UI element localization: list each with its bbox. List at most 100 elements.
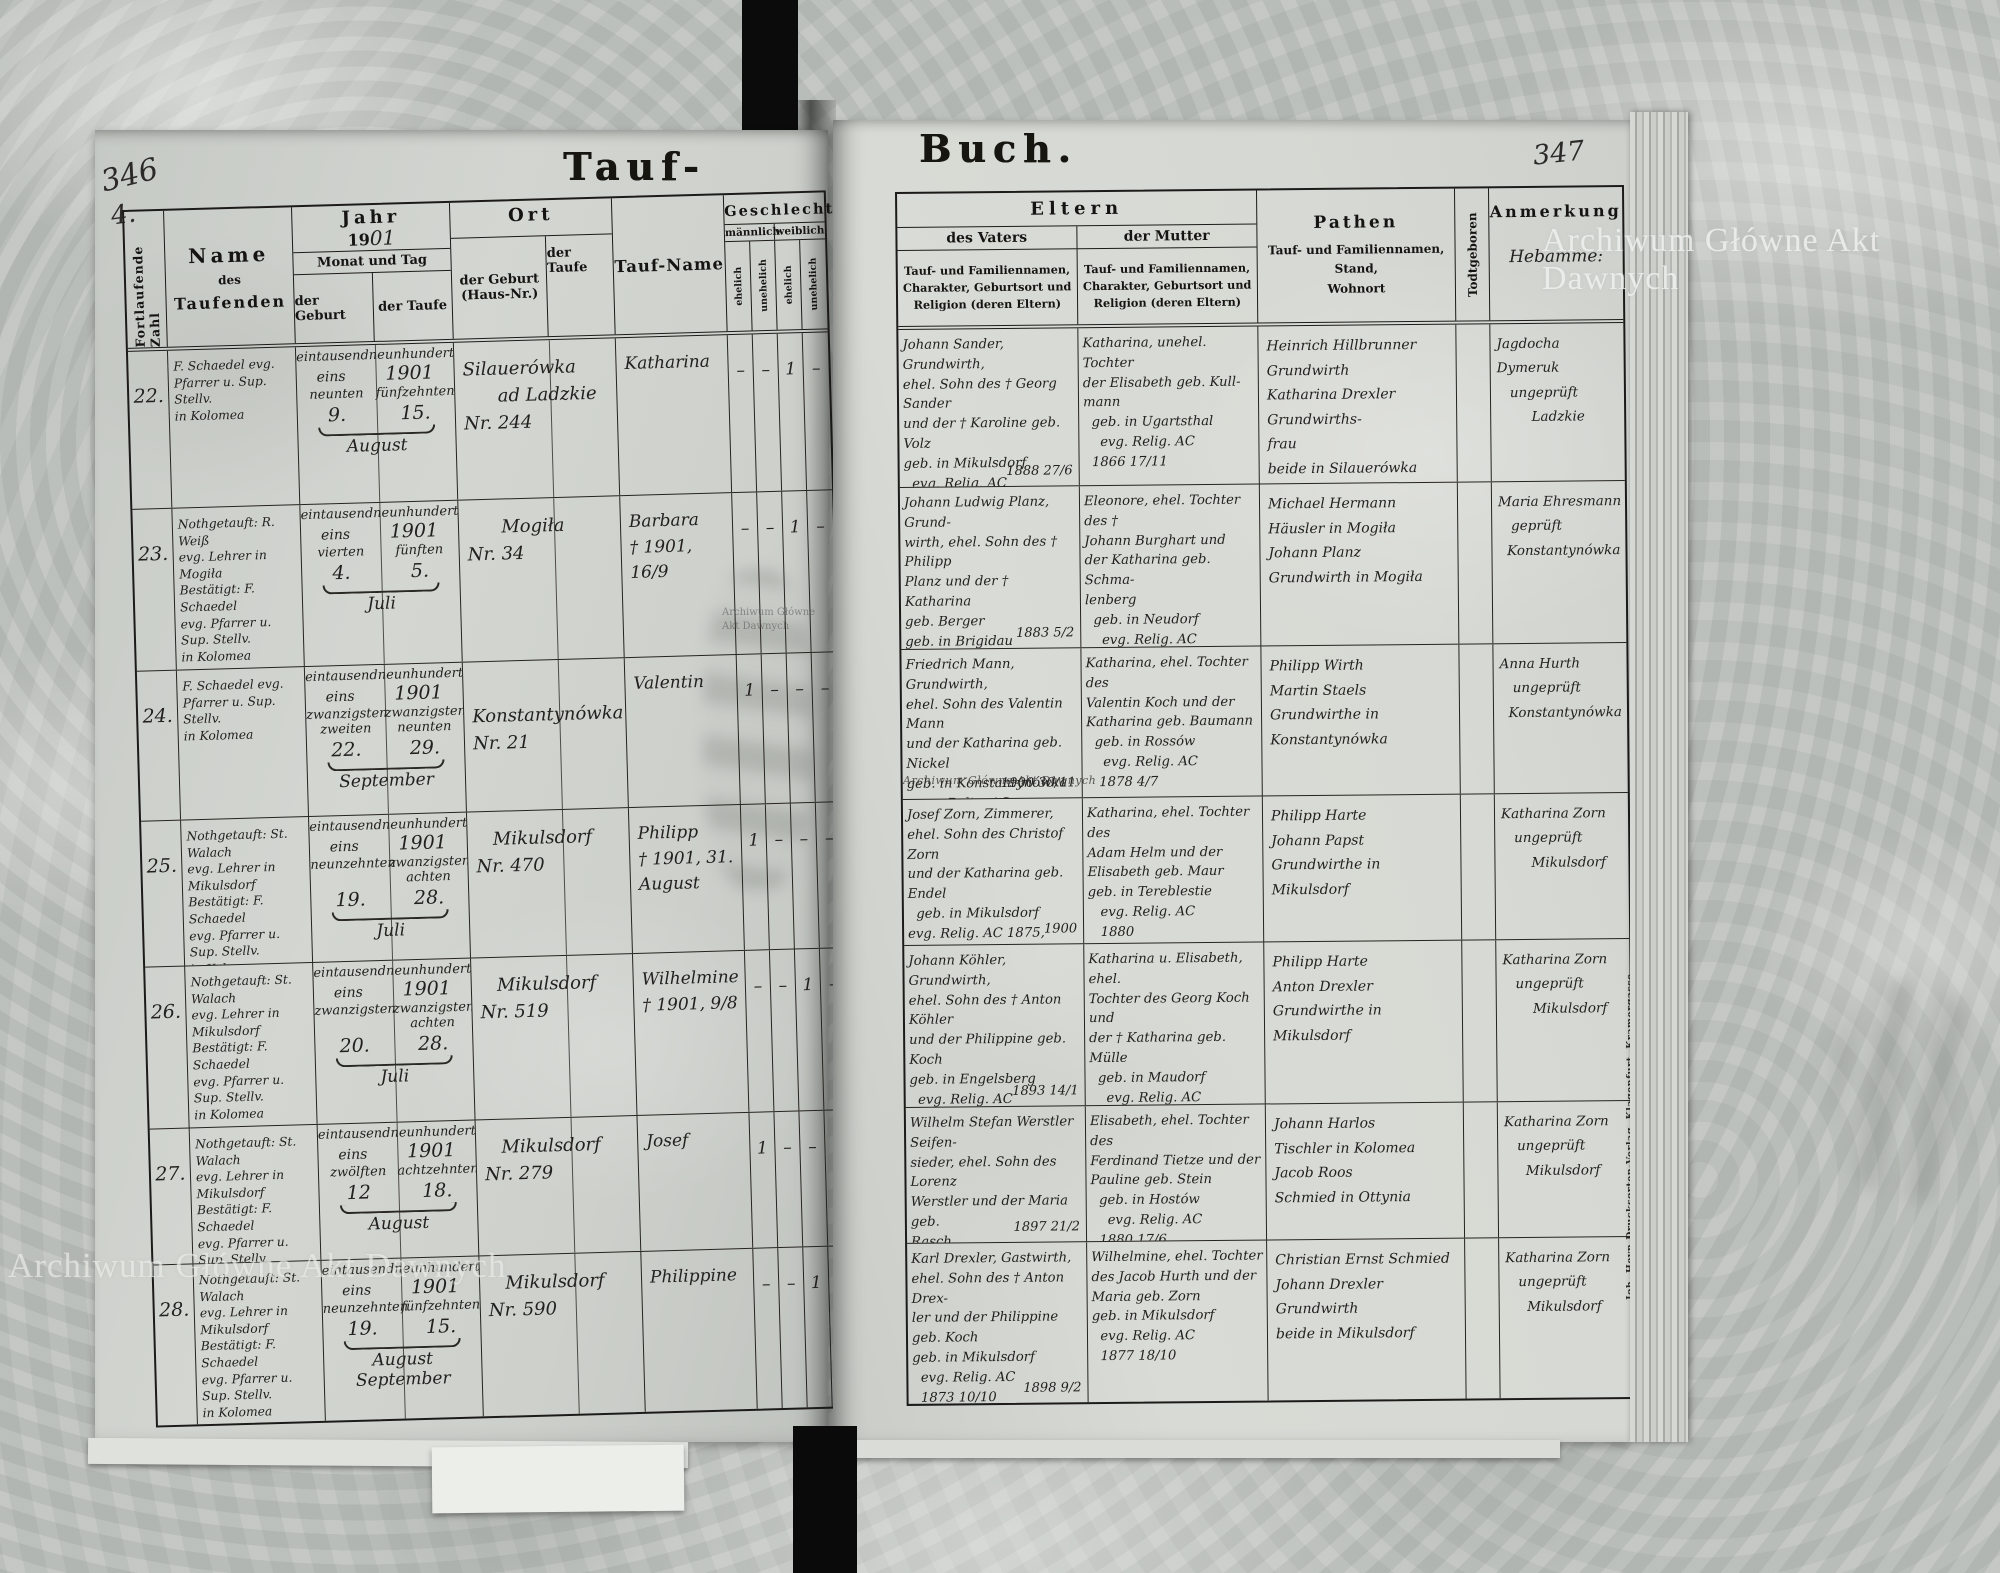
pathen-cell: Philipp Harte Johann Papst Grundwirthe i… bbox=[1262, 794, 1463, 942]
geburt-tag-zahl: 22. bbox=[331, 738, 362, 762]
subheader-der-taufe: der Taufe bbox=[377, 297, 448, 315]
taufender-name-cell: Nothgetauft: St. Walach evg. Lehrer in M… bbox=[189, 1124, 322, 1264]
ort-cell: Mogiła Nr. 34 bbox=[458, 496, 625, 662]
taufe-tag-wort: fünfzehnten bbox=[401, 1297, 481, 1315]
taufender-name-cell: Nothgetauft: R. Weiß evg. Lehrer in Mogi… bbox=[172, 505, 305, 670]
taufname-cell: Valentin bbox=[624, 655, 741, 808]
column-header-pathen: Pathen Tauf- und Familiennamen, Stand, W… bbox=[1257, 188, 1457, 323]
mutter-cell: Elisabeth, ehel. Tochter des Ferdinand T… bbox=[1085, 1104, 1268, 1242]
trauungs-datum: 1888 27/6 bbox=[1006, 462, 1073, 479]
todtgeboren-cell bbox=[1460, 794, 1497, 940]
ort-cell: Mikulsdorf Nr. 470 bbox=[466, 808, 633, 958]
mark-maennlich-ehelich: 1 bbox=[749, 1112, 779, 1248]
register-row-left: 22. F. Schaedel evg. Pfarrer u. Sup. Ste… bbox=[127, 332, 833, 510]
register-row-right: Johann Ludwig Planz, Grund- wirth, ehel.… bbox=[899, 481, 1627, 650]
archive-stamp-gutter: Archiwum Główne Akt Dawnych bbox=[722, 607, 816, 632]
mutter-cell: Katharina, unehel. Tochter der Elisabeth… bbox=[1078, 326, 1260, 486]
mutter-cell: Eleonore, ehel. Tochter des † Johann Bur… bbox=[1079, 484, 1262, 648]
anmerkung-cell: Katharina Zorn ungeprüft Mikulsdorf bbox=[1503, 1113, 1609, 1179]
right-page: Buch. 347 Eltern des Vaters Tauf- und Fa… bbox=[833, 120, 1983, 1442]
mark-weiblich-unehelich: – bbox=[811, 358, 821, 379]
taufe-tag-zahl: 5. bbox=[410, 559, 430, 583]
page-title-right: Buch. bbox=[919, 126, 1078, 171]
vater-cell: Johann Sander, Grundwirth, ehel. Sohn de… bbox=[898, 328, 1080, 487]
pathen-cell: Johann Harlos Tischler in Kolomea Jacob … bbox=[1265, 1102, 1466, 1240]
register-row-left: 28. Nothgetauft: St. Walach evg. Lehrer … bbox=[153, 1246, 857, 1426]
geburt-tag-wort: zwanzigsten zweiten bbox=[305, 706, 388, 738]
ort-cell: Konstantynówka Nr. 21 bbox=[462, 658, 629, 812]
anmerkung-cell: Katharina Zorn ungeprüft Mikulsdorf bbox=[1505, 1249, 1611, 1315]
mutter-cell: Wilhelmine, ehel. Tochter des Jacob Hurt… bbox=[1087, 1240, 1269, 1403]
jahr-monat-tag-cell: eintausendneunhundert eins 1901 neunzehnt… bbox=[321, 1256, 484, 1421]
underlying-page-edge bbox=[840, 1440, 1560, 1458]
taufe-tag-wort: zwanzigsten achten bbox=[388, 853, 471, 886]
vater-cell: Karl Drexler, Gastwirth, ehel. Sohn des … bbox=[907, 1242, 1089, 1404]
todtgeboren-cell bbox=[1457, 482, 1494, 644]
vater-cell: Wilhelm Stefan Werstler Seifen- sieder, … bbox=[905, 1106, 1088, 1243]
anmerkung-cell: Anna Hurth ungeprüft Konstantynówka bbox=[1499, 655, 1623, 721]
geburt-tag-zahl: 19. bbox=[335, 888, 367, 912]
trauungs-datum: 1897 21/2 bbox=[1013, 1218, 1081, 1235]
subheader-ort-geburt: der Geburt (Haus-Nr.) bbox=[450, 236, 550, 339]
column-header-anmerkung: Anmerkung Hebamme: bbox=[1489, 201, 1622, 268]
anmerkung-handwritten-note: Hebamme: bbox=[1509, 246, 1604, 268]
column-header-name: Name des Taufenden bbox=[164, 207, 296, 347]
column-header-vater: des Vaters Tauf- und Familiennamen, Char… bbox=[897, 226, 1078, 326]
pathen-cell: Heinrich Hillbrunner Grundwirth Katharin… bbox=[1258, 324, 1458, 484]
row-number: 27. bbox=[149, 1128, 194, 1265]
register-row-right: Johann Sander, Grundwirth, ehel. Sohn de… bbox=[898, 323, 1625, 488]
taufe-tag-zahl: 28. bbox=[417, 1032, 449, 1056]
anmerkung-cell: Katharina Zorn ungeprüft Mikulsdorf bbox=[1502, 951, 1608, 1017]
column-header-jahr: Jahr 1901 Monat und Tag der Geburt der T… bbox=[291, 202, 454, 344]
taufender-name-cell: F. Schaedel evg. Pfarrer u. Sup. Stellv.… bbox=[176, 667, 309, 820]
taufname-cell: Barbara † 1901, 16/9 bbox=[620, 493, 737, 658]
subheader-weiblich: weiblich bbox=[775, 224, 825, 238]
row-number: 24. bbox=[136, 670, 182, 821]
register-row-right: Karl Drexler, Gastwirth, ehel. Sohn des … bbox=[907, 1237, 1634, 1404]
taufe-tag-zahl: 29. bbox=[409, 736, 441, 760]
archive-stamp-small: Archiwum Główne Akt Dawnych bbox=[903, 774, 1097, 787]
anmerkung-cell: Maria Ehresmann geprüft Konstantynówka bbox=[1497, 493, 1622, 559]
geburt-tag-wort: neunten bbox=[309, 386, 364, 404]
pathen-cell: Michael Hermann Häusler in Mogiła Johann… bbox=[1259, 482, 1460, 646]
column-header-zahl: Fortlaufende Zahl bbox=[124, 210, 168, 348]
column-header-ort: Ort der Geburt (Haus-Nr.) der Taufe bbox=[449, 198, 616, 339]
todtgeboren-cell bbox=[1465, 1238, 1501, 1399]
left-register-table: Fortlaufende Zahl Name des Taufenden Jah… bbox=[122, 190, 860, 1428]
taufender-name-cell: Nothgetauft: St. Walach evg. Lehrer in M… bbox=[185, 962, 318, 1128]
jahr-monat-tag-cell: eintausendneunhundert eins 1901 zwölften … bbox=[317, 1120, 480, 1260]
vater-cell: Johann Köhler, Grundwirth, ehel. Sohn de… bbox=[904, 944, 1086, 1107]
book-spine-top bbox=[742, 0, 798, 152]
trauungs-datum: 1898 9/2 bbox=[1023, 1379, 1082, 1396]
subheader-ehelich: ehelich bbox=[725, 241, 753, 332]
column-header-todtgeboren: Todtgeboren bbox=[1454, 188, 1491, 321]
todtgeboren-cell bbox=[1459, 644, 1495, 794]
geburt-tag-wort: neunzehnten bbox=[310, 855, 396, 874]
trauungs-datum: 1893 14/1 bbox=[1012, 1082, 1079, 1099]
register-row-right: Johann Köhler, Grundwirth, ehel. Sohn de… bbox=[904, 938, 1631, 1108]
taufe-tag-wort: zwanzigsten neunten bbox=[384, 703, 467, 736]
taufe-tag-zahl: 18. bbox=[421, 1179, 453, 1203]
mutter-cell: Katharina, ehel. Tochter des Valentin Ko… bbox=[1081, 646, 1263, 798]
left-table-header: Fortlaufende Zahl Name des Taufenden Jah… bbox=[124, 192, 834, 352]
row-number: 22. bbox=[127, 350, 173, 509]
taufe-tag-zahl: 28. bbox=[413, 886, 445, 910]
subheader-maennlich: männlich bbox=[724, 223, 781, 242]
vater-cell: Josef Zorn, Zimmerer, ehel. Sohn des Chr… bbox=[902, 798, 1085, 945]
taufname-cell: Josef bbox=[637, 1112, 754, 1251]
anmerkung-cell: Katharina Zorn ungeprüft Mikulsdorf bbox=[1500, 805, 1607, 871]
subheader-ort-taufe: der Taufe bbox=[546, 245, 588, 277]
taufe-tag-zahl: 15. bbox=[400, 401, 431, 425]
todtgeboren-cell bbox=[1463, 1102, 1500, 1238]
page-title-left: Tauf- bbox=[563, 144, 706, 189]
geburt-tag-wort: zwölften bbox=[329, 1164, 387, 1181]
taufe-tag-wort: fünfzehnten bbox=[375, 384, 455, 402]
mark-maennlich-unehelich: – bbox=[774, 1111, 804, 1248]
loose-paper-slip bbox=[431, 1444, 685, 1514]
column-header-eltern: Eltern des Vaters Tauf- und Familienname… bbox=[897, 190, 1259, 326]
taufname-cell: Philippine bbox=[641, 1248, 758, 1412]
jahr-monat-tag-cell: eintausendneunhundert eins 1901 zwanzigst… bbox=[304, 662, 467, 817]
mutter-cell: Katharina, ehel. Tochter des Adam Helm u… bbox=[1082, 796, 1265, 944]
taufname-cell: Wilhelmine † 1901, 9/8 bbox=[632, 950, 750, 1115]
